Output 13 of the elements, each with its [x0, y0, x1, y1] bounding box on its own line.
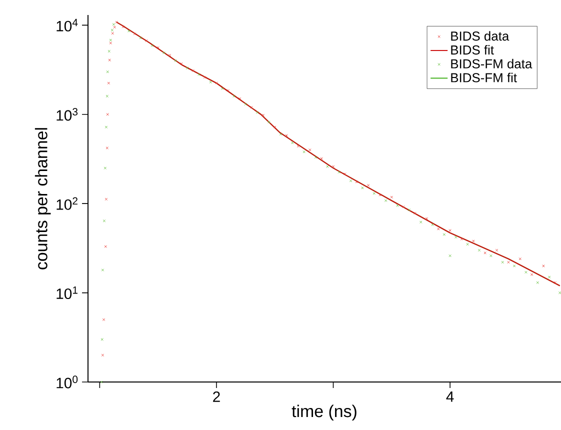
legend-label: BIDS-FM data	[451, 58, 532, 68]
y-tick-label: 10$^{3}$	[56, 108, 78, 121]
legend-label: BIDS fit	[451, 45, 494, 55]
x-tick-label: 4	[446, 391, 454, 402]
y-tick-label: 10$^{4}$	[56, 18, 78, 32]
y-axis-title: counts per channel	[34, 128, 51, 270]
x-axis-title: time (ns)	[292, 404, 356, 421]
legend-label: BIDS data	[451, 31, 510, 41]
y-tick-label: 10$^{2}$	[56, 197, 78, 210]
x-tick-label: 2	[213, 391, 220, 402]
y-tick-label: 10$^{0}$	[56, 376, 78, 388]
legend-label: BIDS-FM fit	[451, 72, 517, 82]
y-tick-label: 10$^{1}$	[56, 286, 78, 300]
